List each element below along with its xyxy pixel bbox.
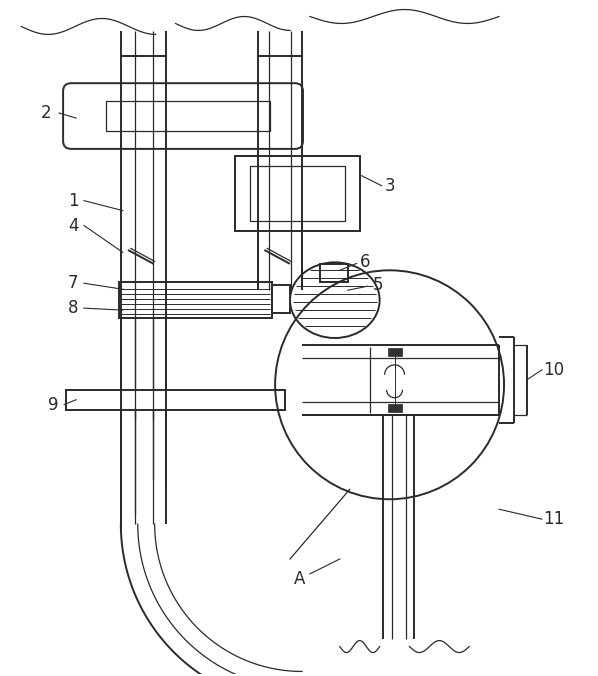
Text: 10: 10 (543, 361, 565, 379)
Text: 1: 1 (68, 191, 78, 210)
Bar (250, 166, 345, 220)
Bar (320, 264, 348, 283)
Bar (388, 348, 401, 356)
Bar (66, 390, 285, 410)
FancyBboxPatch shape (63, 83, 303, 149)
Text: A: A (294, 570, 306, 588)
Bar (119, 283, 272, 318)
Bar (272, 285, 290, 313)
Bar (388, 404, 401, 412)
Text: 6: 6 (359, 254, 370, 271)
Bar (106, 101, 270, 131)
Text: 5: 5 (373, 276, 383, 294)
Text: 9: 9 (48, 395, 59, 414)
Text: 7: 7 (68, 274, 78, 292)
Text: 2: 2 (41, 104, 51, 122)
Bar (235, 156, 360, 231)
Text: 4: 4 (68, 216, 78, 235)
Text: 8: 8 (68, 299, 78, 317)
Text: 11: 11 (543, 510, 565, 528)
Ellipse shape (290, 262, 380, 338)
Text: 3: 3 (385, 176, 395, 195)
